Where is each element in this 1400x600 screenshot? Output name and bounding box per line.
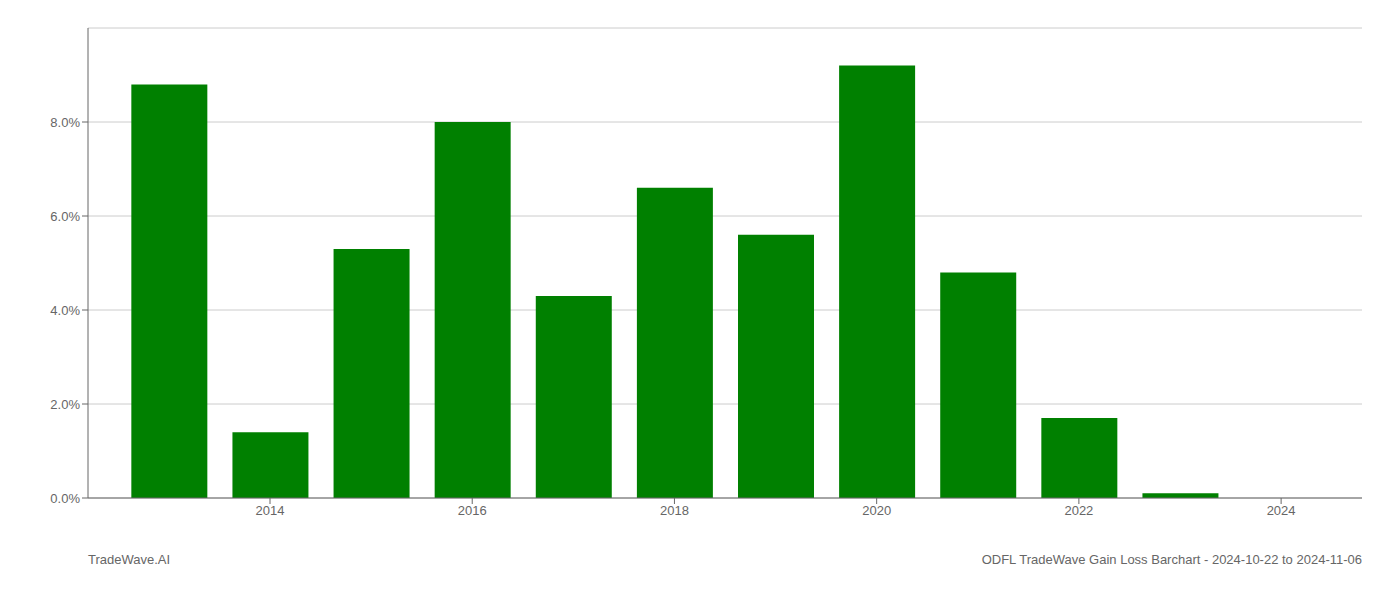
svg-text:2016: 2016 bbox=[458, 503, 487, 518]
svg-text:2014: 2014 bbox=[256, 503, 285, 518]
svg-text:2022: 2022 bbox=[1064, 503, 1093, 518]
svg-text:2024: 2024 bbox=[1267, 503, 1296, 518]
svg-text:2.0%: 2.0% bbox=[50, 397, 80, 412]
svg-text:4.0%: 4.0% bbox=[50, 303, 80, 318]
svg-text:8.0%: 8.0% bbox=[50, 115, 80, 130]
html-text:TradeWave.AI: TradeWave.AI bbox=[88, 552, 171, 567]
svg-text:2018: 2018 bbox=[660, 503, 689, 518]
svg-text:2020: 2020 bbox=[862, 503, 891, 518]
html-text:ODFL TradeWave Gain Loss Barch: ODFL TradeWave Gain Loss Barchart - 2024… bbox=[981, 552, 1362, 567]
svg-text:6.0%: 6.0% bbox=[50, 209, 80, 224]
svg-text:0.0%: 0.0% bbox=[50, 491, 80, 506]
